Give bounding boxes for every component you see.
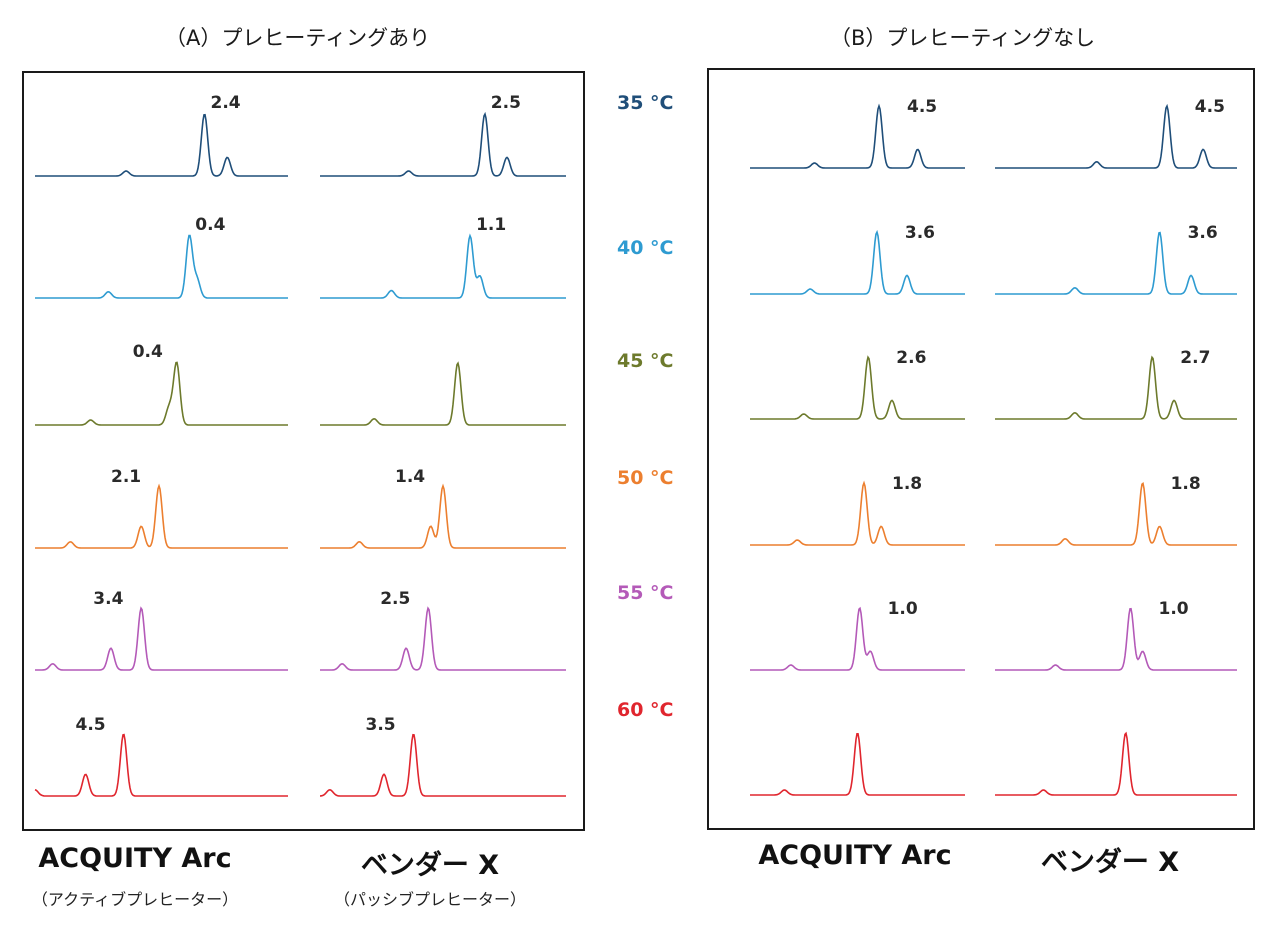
resolution-label-a-row5-col1: 3.4 [93,589,123,609]
panel-a-frame [22,71,585,831]
resolution-label-b-row5-col2: 1.0 [1159,599,1189,619]
col-label-a-vendor: ベンダー X [360,850,500,881]
resolution-label-b-row2-col1: 3.6 [905,223,935,243]
col-label-b-vendor: ベンダー X [1040,847,1180,878]
trace-b-row1-col2 [995,103,1237,169]
col-label-a-arc: ACQUITY Arc [38,843,232,874]
trace-b-row6-col2 [995,731,1237,796]
trace-b-row2-col2 [995,231,1237,295]
resolution-label-b-row2-col2: 3.6 [1188,223,1218,243]
resolution-label-a-row2-col1: 0.4 [195,215,225,235]
panel-b-frame [707,68,1255,830]
trace-b-row6-col1 [750,733,965,796]
resolution-label-a-row2-col2: 1.1 [476,215,506,235]
temp-label-1: 35 °C [617,92,674,114]
resolution-label-b-row1-col1: 4.5 [907,97,937,117]
trace-a-row4-col1 [35,483,288,549]
trace-a-row4-col2 [320,483,566,549]
resolution-label-a-row1-col2: 2.5 [491,93,521,113]
resolution-label-a-row6-col2: 3.5 [366,715,396,735]
resolution-label-b-row3-col1: 2.6 [896,348,926,368]
temp-label-2: 40 °C [617,237,674,259]
trace-b-row5-col1 [750,606,965,671]
trace-b-row1-col1 [750,103,965,169]
resolution-label-b-row4-col2: 1.8 [1171,474,1201,494]
trace-a-row5-col2 [320,606,566,671]
resolution-label-a-row1-col1: 2.4 [211,93,241,113]
temp-label-3: 45 °C [617,350,674,372]
trace-a-row6-col2 [320,733,566,797]
resolution-label-a-row4-col2: 1.4 [395,467,425,487]
trace-b-row4-col2 [995,481,1237,546]
resolution-label-a-row5-col2: 2.5 [380,589,410,609]
temp-label-5: 55 °C [617,582,674,604]
trace-b-row3-col1 [750,355,965,420]
temp-label-4: 50 °C [617,467,674,489]
panel-b-title: （B）プレヒーティングなし [830,26,1096,50]
trace-b-row4-col1 [750,480,965,546]
trace-b-row3-col2 [995,355,1237,420]
resolution-label-b-row5-col1: 1.0 [888,599,918,619]
trace-a-row3-col2 [320,361,566,426]
trace-a-row2-col1 [35,234,288,299]
temp-label-6: 60 °C [617,699,674,721]
trace-a-row3-col1 [35,361,288,426]
resolution-label-b-row3-col2: 2.7 [1180,348,1210,368]
resolution-label-a-row3-col1: 0.4 [133,342,163,362]
col-sub-a-arc: （アクティブプレヒーター） [31,890,239,909]
trace-a-row1-col1 [35,113,288,177]
resolution-label-a-row6-col1: 4.5 [76,715,106,735]
resolution-label-b-row1-col2: 4.5 [1195,97,1225,117]
panel-a-title: （A）プレヒーティングあり [165,26,431,50]
trace-a-row1-col2 [320,111,566,177]
resolution-label-a-row4-col1: 2.1 [111,467,141,487]
trace-a-row6-col1 [34,733,288,797]
col-sub-a-vendor: （パッシブプレヒーター） [333,890,526,909]
trace-a-row2-col2 [320,233,566,299]
trace-b-row5-col2 [995,607,1237,671]
trace-b-row2-col1 [750,229,965,295]
trace-a-row5-col1 [35,606,288,671]
resolution-label-b-row4-col1: 1.8 [892,474,922,494]
col-label-b-arc: ACQUITY Arc [758,840,952,871]
